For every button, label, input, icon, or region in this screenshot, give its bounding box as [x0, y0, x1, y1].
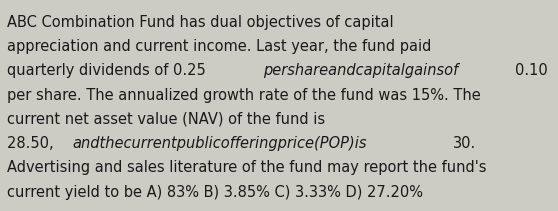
Text: 30.: 30. — [453, 136, 476, 151]
Text: quarterly dividends of 0.25: quarterly dividends of 0.25 — [7, 63, 205, 78]
Text: pershareandcapitalgainsof: pershareandcapitalgainsof — [263, 63, 459, 78]
Text: andthecurrentpublicofferingprice(POP)is: andthecurrentpublicofferingprice(POP)is — [73, 136, 367, 151]
Text: current yield to be A) 83% B) 3.85% C) 3.33% D) 27.20%: current yield to be A) 83% B) 3.85% C) 3… — [7, 185, 423, 200]
Text: Advertising and sales literature of the fund may report the fund's: Advertising and sales literature of the … — [7, 160, 486, 175]
Text: 28.50,: 28.50, — [7, 136, 58, 151]
Text: current net asset value (NAV) of the fund is: current net asset value (NAV) of the fun… — [7, 112, 325, 127]
Text: 0.10: 0.10 — [515, 63, 548, 78]
Text: ABC Combination Fund has dual objectives of capital: ABC Combination Fund has dual objectives… — [7, 15, 393, 30]
Text: appreciation and current income. Last year, the fund paid: appreciation and current income. Last ye… — [7, 39, 431, 54]
Text: per share. The annualized growth rate of the fund was 15%. The: per share. The annualized growth rate of… — [7, 88, 480, 103]
